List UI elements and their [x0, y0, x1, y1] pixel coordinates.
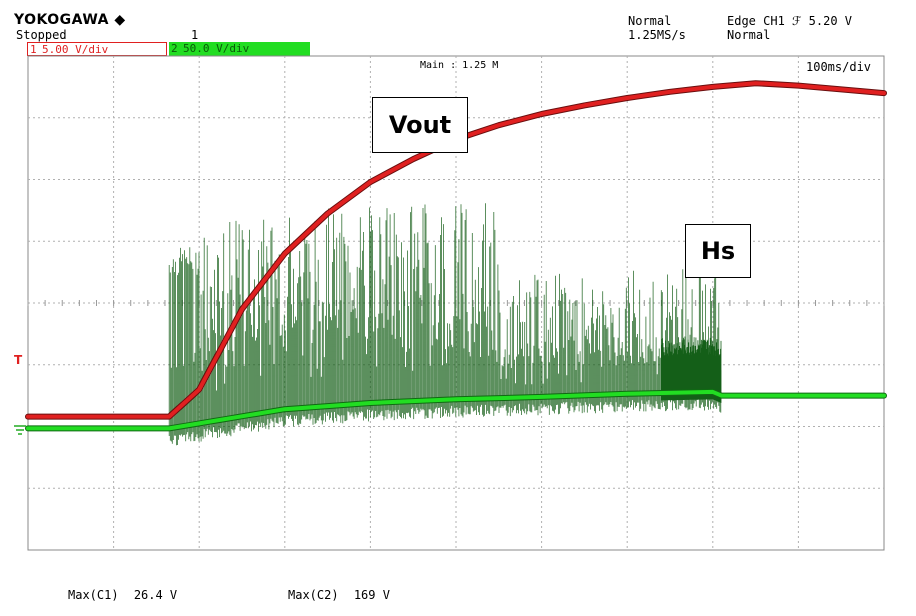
measurement-c1: Max(C1) 26.4 V [68, 588, 177, 602]
ch1-number: 1 [30, 43, 37, 56]
trigger-type: Normal [727, 28, 771, 42]
hs-callout: Hs [685, 224, 751, 278]
ch2-scale-label[interactable]: 2 50.0 V/div [169, 42, 310, 56]
acquisition-status: Stopped [16, 28, 67, 42]
main-record-label: Main : 1.25 M [420, 60, 498, 71]
brand-logo: YOKOGAWA ◆ [14, 12, 126, 28]
marker-indicator: 1 [191, 28, 199, 42]
ground-marker-icon [14, 425, 26, 435]
measurement-c2: Max(C2) 169 V [288, 588, 390, 602]
timebase-label: 100ms/div [806, 60, 871, 74]
hs-trace [26, 389, 886, 431]
trigger-source: Edge CH1 ℱ 5.20 V [727, 14, 853, 28]
measurement-c1-label: Max(C1) [68, 588, 119, 602]
ch2-scale: 50.0 V/div [183, 42, 250, 55]
vout-trace [26, 81, 886, 419]
hs-burst-tail [661, 337, 722, 403]
ch1-scale: 5.00 V/div [42, 43, 109, 56]
measurement-c2-value: 169 V [353, 588, 390, 602]
ch2-number: 2 [171, 42, 178, 55]
sample-rate: 1.25MS/s [628, 28, 686, 42]
measurement-c1-value: 26.4 V [133, 588, 178, 602]
trigger-mode: Normal [628, 14, 672, 28]
measurement-c2-label: Max(C2) [288, 588, 339, 602]
traces [25, 80, 887, 432]
trigger-level-marker: T [14, 353, 23, 367]
vout-callout: Vout [372, 97, 468, 153]
